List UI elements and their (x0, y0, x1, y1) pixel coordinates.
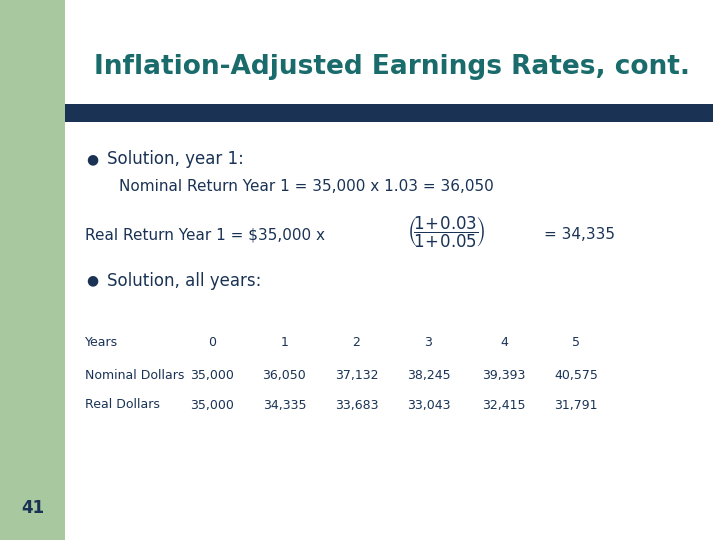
Text: 33,043: 33,043 (407, 399, 450, 411)
Text: Solution, year 1:: Solution, year 1: (107, 150, 243, 168)
Text: 1: 1 (281, 336, 288, 349)
Text: 31,791: 31,791 (554, 399, 598, 411)
Text: Years: Years (85, 336, 118, 349)
Bar (101, 0, 223, 162)
Bar (65, 0, 223, 97)
Bar (0, 0, 65, 540)
Text: Real Dollars: Real Dollars (85, 399, 160, 411)
Bar (65, 0, 720, 151)
Bar (0, 0, 223, 151)
Text: 37,132: 37,132 (335, 369, 378, 382)
Text: Inflation-Adjusted Earnings Rates, cont.: Inflation-Adjusted Earnings Rates, cont. (94, 55, 690, 80)
Text: Nominal Return Year 1 = 35,000 x 1.03 = 36,050: Nominal Return Year 1 = 35,000 x 1.03 = … (119, 179, 493, 194)
Text: 41: 41 (21, 498, 44, 517)
Text: ●: ● (86, 274, 99, 288)
Text: 2: 2 (353, 336, 360, 349)
Text: Solution, all years:: Solution, all years: (107, 272, 261, 290)
Text: 35,000: 35,000 (191, 369, 234, 382)
Text: 38,245: 38,245 (407, 369, 450, 382)
Text: = 34,335: = 34,335 (544, 227, 615, 242)
Text: ●: ● (86, 152, 99, 166)
Polygon shape (0, 0, 173, 151)
FancyBboxPatch shape (43, 0, 245, 178)
Text: 0: 0 (208, 336, 217, 349)
Text: 40,575: 40,575 (554, 369, 598, 382)
Text: Real Return Year 1 = $35,000 x: Real Return Year 1 = $35,000 x (85, 227, 325, 242)
Text: Nominal Dollars: Nominal Dollars (85, 369, 184, 382)
Text: 33,683: 33,683 (335, 399, 378, 411)
Bar (65, 151, 720, 540)
Bar (65, 104, 713, 122)
Text: 36,050: 36,050 (263, 369, 306, 382)
Text: 3: 3 (425, 336, 432, 349)
Text: 34,335: 34,335 (263, 399, 306, 411)
Text: 39,393: 39,393 (482, 369, 526, 382)
Text: 5: 5 (572, 336, 580, 349)
Text: 4: 4 (500, 336, 508, 349)
Text: $\left(\!\dfrac{1\!+\!0.03}{1\!+\!0.05}\!\right)$: $\left(\!\dfrac{1\!+\!0.03}{1\!+\!0.05}\… (407, 214, 485, 250)
Text: 35,000: 35,000 (191, 399, 234, 411)
Text: 32,415: 32,415 (482, 399, 526, 411)
